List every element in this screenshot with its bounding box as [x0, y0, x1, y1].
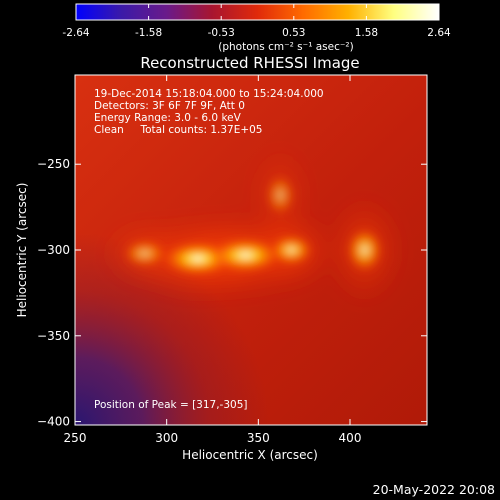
chart-title: Reconstructed RHESSI Image	[140, 54, 359, 72]
y-axis-label: Heliocentric Y (arcsec)	[15, 183, 29, 318]
y-tick-label: −300	[37, 243, 70, 257]
annotation-line: Detectors: 3F 6F 7F 9F, Att 0	[94, 100, 245, 112]
colorbar-tick-label: -0.53	[208, 27, 235, 39]
annotation-line: 19-Dec-2014 15:18:04.000 to 15:24:04.000	[94, 88, 324, 100]
y-tick-label: −400	[37, 415, 70, 429]
source-blob	[265, 174, 296, 216]
x-axis-ticks: 250 300 350 400	[64, 75, 362, 445]
plot-image	[75, 75, 427, 425]
colorbar	[75, 3, 440, 21]
colorbar-tick-label: 1.58	[355, 27, 378, 39]
source-layer	[122, 174, 383, 276]
x-axis-label: Heliocentric X (arcsec)	[182, 448, 318, 462]
peak-label: Position of Peak = [317,-305]	[94, 399, 248, 411]
source-blob	[269, 234, 314, 266]
y-axis-ticks: −250 −300 −350 −400	[37, 157, 427, 429]
x-tick-label: 350	[247, 431, 270, 445]
source-blob	[122, 239, 167, 268]
colorbar-tick-label: -1.58	[135, 27, 162, 39]
annotation-line: Energy Range: 3.0 - 6.0 keV	[94, 112, 242, 124]
timestamp: 20-May-2022 20:08	[373, 482, 495, 497]
colorbar-tick-label: -2.64	[62, 27, 89, 39]
colorbar-tick-label: 0.53	[282, 27, 305, 39]
x-tick-label: 300	[155, 431, 178, 445]
source-blob	[346, 227, 383, 273]
colorbar-tick-label: 2.64	[427, 27, 451, 39]
annotation-line: Clean Total counts: 1.37E+05	[94, 124, 263, 136]
colorbar-unit-label: (photons cm⁻² s⁻¹ asec⁻²)	[218, 41, 353, 53]
x-tick-label: 400	[339, 431, 362, 445]
x-tick-label: 250	[64, 431, 87, 445]
colorbar-ticks: -2.64 -1.58 -0.53 0.53 1.58 2.64	[62, 4, 451, 39]
y-tick-label: −250	[37, 157, 70, 171]
annotation-block: 19-Dec-2014 15:18:04.000 to 15:24:04.000…	[94, 88, 324, 136]
source-blob	[208, 237, 283, 273]
y-tick-label: −350	[37, 329, 70, 343]
